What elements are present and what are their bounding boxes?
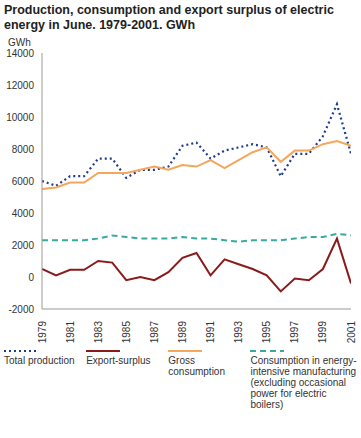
svg-text:1979: 1979 [37,321,48,344]
html-text:Production, consumption and ex: Production, consumption and export surpl… [4,3,334,32]
html-text:Export-surplus: Export-surplus [86,355,151,366]
svg-text:4000: 4000 [12,208,35,219]
svg-text:10000: 10000 [8,112,34,123]
svg-text:2001: 2001 [346,321,354,344]
svg-text:8000: 8000 [12,144,35,155]
svg-text:1985: 1985 [121,321,132,344]
html-text:GWh: GWh [8,37,31,48]
svg-text:1987: 1987 [149,321,160,344]
svg-text:1993: 1993 [233,321,244,344]
svg-text:0: 0 [28,272,34,283]
svg-text:-2000: -2000 [8,304,34,315]
svg-text:1989: 1989 [177,321,188,344]
svg-text:2000: 2000 [12,240,35,251]
svg-text:1995: 1995 [261,321,272,344]
svg-text:12000: 12000 [8,80,34,91]
html-text:Consumption in energy-intensiv: Consumption in energy-intensive manufact… [250,355,357,410]
html-text:Total production: Total production [4,355,75,366]
svg-text:1991: 1991 [205,321,216,344]
svg-text:1999: 1999 [317,321,328,344]
svg-text:1983: 1983 [93,321,104,344]
svg-text:14000: 14000 [8,48,34,59]
svg-text:6000: 6000 [12,176,35,187]
svg-text:1981: 1981 [65,321,76,344]
html-text:Gross consumption: Gross consumption [168,355,225,377]
svg-text:1997: 1997 [289,321,300,344]
